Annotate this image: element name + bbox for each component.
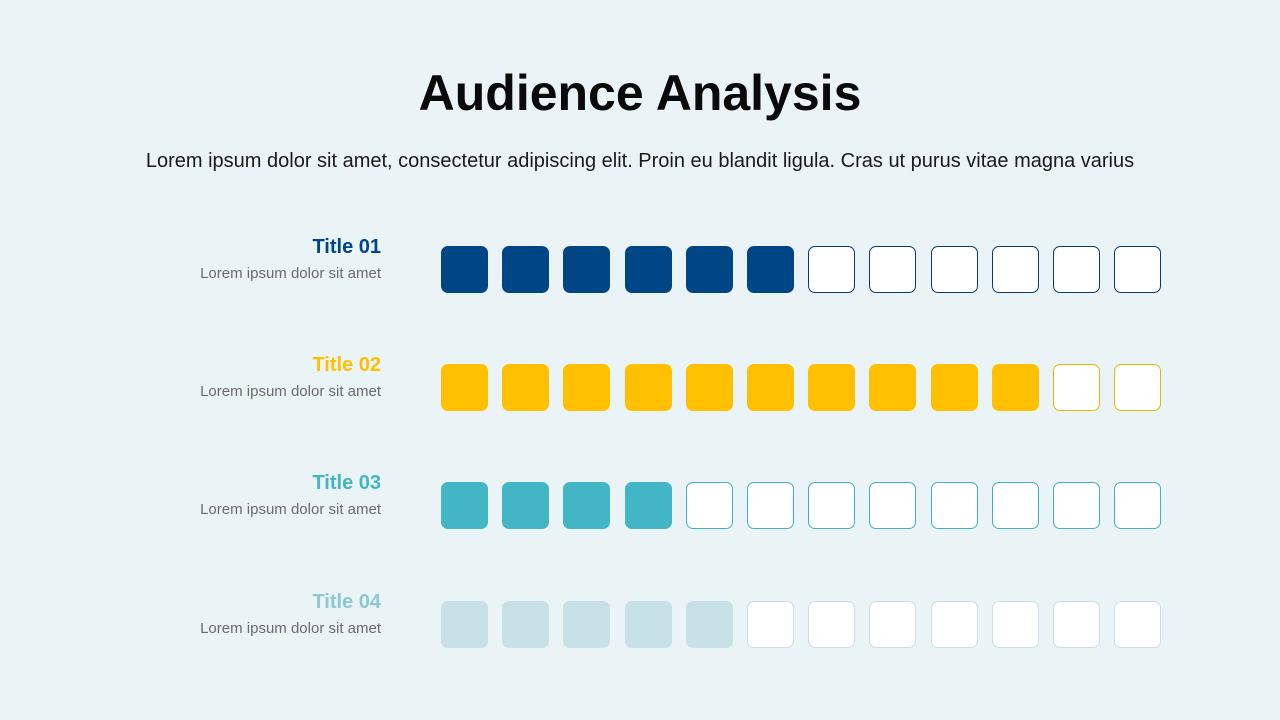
filled-cell <box>747 246 794 293</box>
filled-cell <box>991 364 1039 411</box>
filled-cell <box>624 601 672 648</box>
cell-track <box>441 246 1162 294</box>
empty-cell <box>930 482 978 529</box>
filled-cell <box>563 482 611 529</box>
filled-cell <box>502 482 550 529</box>
empty-cell <box>808 246 856 293</box>
slide-subtitle: Lorem ipsum dolor sit amet, consectetur … <box>145 150 1135 172</box>
filled-cell <box>502 246 550 293</box>
row-label: Title 02 Lorem ipsum dolor sit amet <box>101 352 381 402</box>
empty-cell <box>747 601 794 648</box>
empty-cell <box>1053 246 1100 293</box>
filled-cell <box>685 601 733 648</box>
empty-cell <box>869 601 917 648</box>
series-name: Title 01 <box>312 236 381 258</box>
empty-cell <box>1114 482 1162 529</box>
filled-cell <box>502 364 550 411</box>
series-description: Lorem ipsum dolor sit amet <box>200 265 381 282</box>
filled-cell <box>563 601 611 648</box>
filled-cell <box>441 246 488 293</box>
slide-title: Audience Analysis <box>418 65 862 121</box>
empty-cell <box>991 246 1039 293</box>
filled-cell <box>930 364 978 411</box>
filled-cell <box>441 601 488 648</box>
empty-cell <box>991 601 1039 648</box>
empty-cell <box>808 601 856 648</box>
empty-cell <box>747 482 794 529</box>
filled-cell <box>624 364 672 411</box>
empty-cell <box>1114 246 1162 293</box>
filled-cell <box>808 364 856 411</box>
empty-cell <box>930 246 978 293</box>
filled-cell <box>441 482 488 529</box>
row-label: Title 01 Lorem ipsum dolor sit amet <box>101 234 381 284</box>
filled-cell <box>624 482 672 529</box>
filled-cell <box>441 364 488 411</box>
empty-cell <box>808 482 856 529</box>
cell-track <box>441 601 1162 649</box>
cell-track <box>441 364 1162 412</box>
chart-row-4: Title 04 Lorem ipsum dolor sit amet <box>0 591 1280 649</box>
chart-row-2: Title 02 Lorem ipsum dolor sit amet <box>0 354 1280 412</box>
series-description: Lorem ipsum dolor sit amet <box>200 383 381 400</box>
series-description: Lorem ipsum dolor sit amet <box>200 501 381 518</box>
row-label: Title 03 Lorem ipsum dolor sit amet <box>101 470 381 520</box>
series-name: Title 04 <box>312 591 381 613</box>
filled-cell <box>502 601 550 648</box>
chart-row-1: Title 01 Lorem ipsum dolor sit amet <box>0 236 1280 294</box>
row-label: Title 04 Lorem ipsum dolor sit amet <box>101 589 381 639</box>
series-description: Lorem ipsum dolor sit amet <box>200 620 381 637</box>
filled-cell <box>685 364 733 411</box>
filled-cell <box>869 364 917 411</box>
empty-cell <box>869 482 917 529</box>
empty-cell <box>991 482 1039 529</box>
series-name: Title 03 <box>312 472 381 494</box>
empty-cell <box>1114 601 1162 648</box>
empty-cell <box>1053 601 1100 648</box>
chart-row-3: Title 03 Lorem ipsum dolor sit amet <box>0 472 1280 530</box>
filled-cell <box>624 246 672 293</box>
empty-cell <box>685 482 733 529</box>
filled-cell <box>563 246 611 293</box>
empty-cell <box>1053 364 1100 411</box>
cell-track <box>441 482 1162 530</box>
filled-cell <box>747 364 794 411</box>
filled-cell <box>563 364 611 411</box>
empty-cell <box>1114 364 1162 411</box>
empty-cell <box>1053 482 1100 529</box>
empty-cell <box>930 601 978 648</box>
filled-cell <box>685 246 733 293</box>
empty-cell <box>869 246 917 293</box>
series-name: Title 02 <box>312 354 381 376</box>
